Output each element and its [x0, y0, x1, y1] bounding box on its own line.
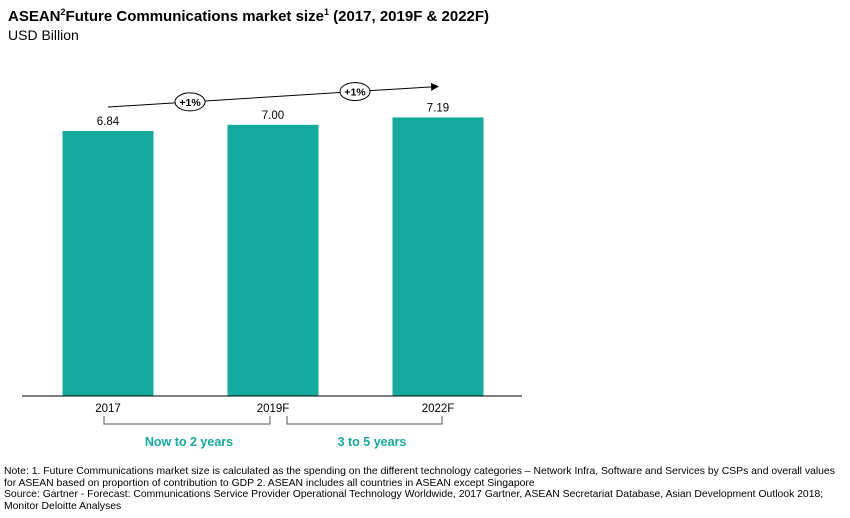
title-footnote-1: 1 [323, 7, 329, 17]
growth-oval-1 [174, 92, 206, 112]
x-tick-label-2019F: 2019F [257, 403, 290, 415]
growth-label-2: +1% [344, 87, 366, 99]
period-label-1: Now to 2 years [145, 435, 233, 449]
growth-arrow [107, 82, 439, 108]
period-bracket-2 [286, 416, 443, 425]
title-text-asean: ASEAN [8, 8, 61, 25]
title-text-years: (2017, 2019F & 2022F) [328, 8, 490, 25]
bar-2022F [392, 117, 484, 396]
growth-label-1: +1% [179, 97, 201, 109]
value-label-2019F: 7.00 [262, 110, 284, 122]
chart-title: ASEAN2Future Communications market size1… [8, 7, 489, 25]
period-bracket-1 [103, 416, 271, 425]
title-footnote-2: 2 [60, 7, 66, 17]
source-text: Source: Gartner - Forecast: Communicatio… [4, 489, 824, 512]
chart-subtitle: USD Billion [8, 27, 79, 43]
note-text: Note: 1. Future Communications market si… [4, 466, 835, 489]
value-label-2017: 6.84 [97, 116, 120, 128]
bar-2019F [227, 124, 319, 396]
period-label-2: 3 to 5 years [338, 435, 407, 449]
footnotes: Note: 1. Future Communications market si… [4, 466, 846, 512]
x-tick-label-2022F: 2022F [422, 403, 455, 415]
value-label-2022F: 7.19 [427, 102, 449, 114]
x-tick-label-2017: 2017 [95, 403, 121, 415]
bar-chart: 6.84 2017 7.00 2019F 7.19 2022F +1% +1% Now to 2… [22, 82, 522, 449]
growth-oval-2 [339, 82, 371, 102]
title-text-main: Future Communications market size [65, 8, 324, 25]
bar-2017 [62, 131, 154, 396]
